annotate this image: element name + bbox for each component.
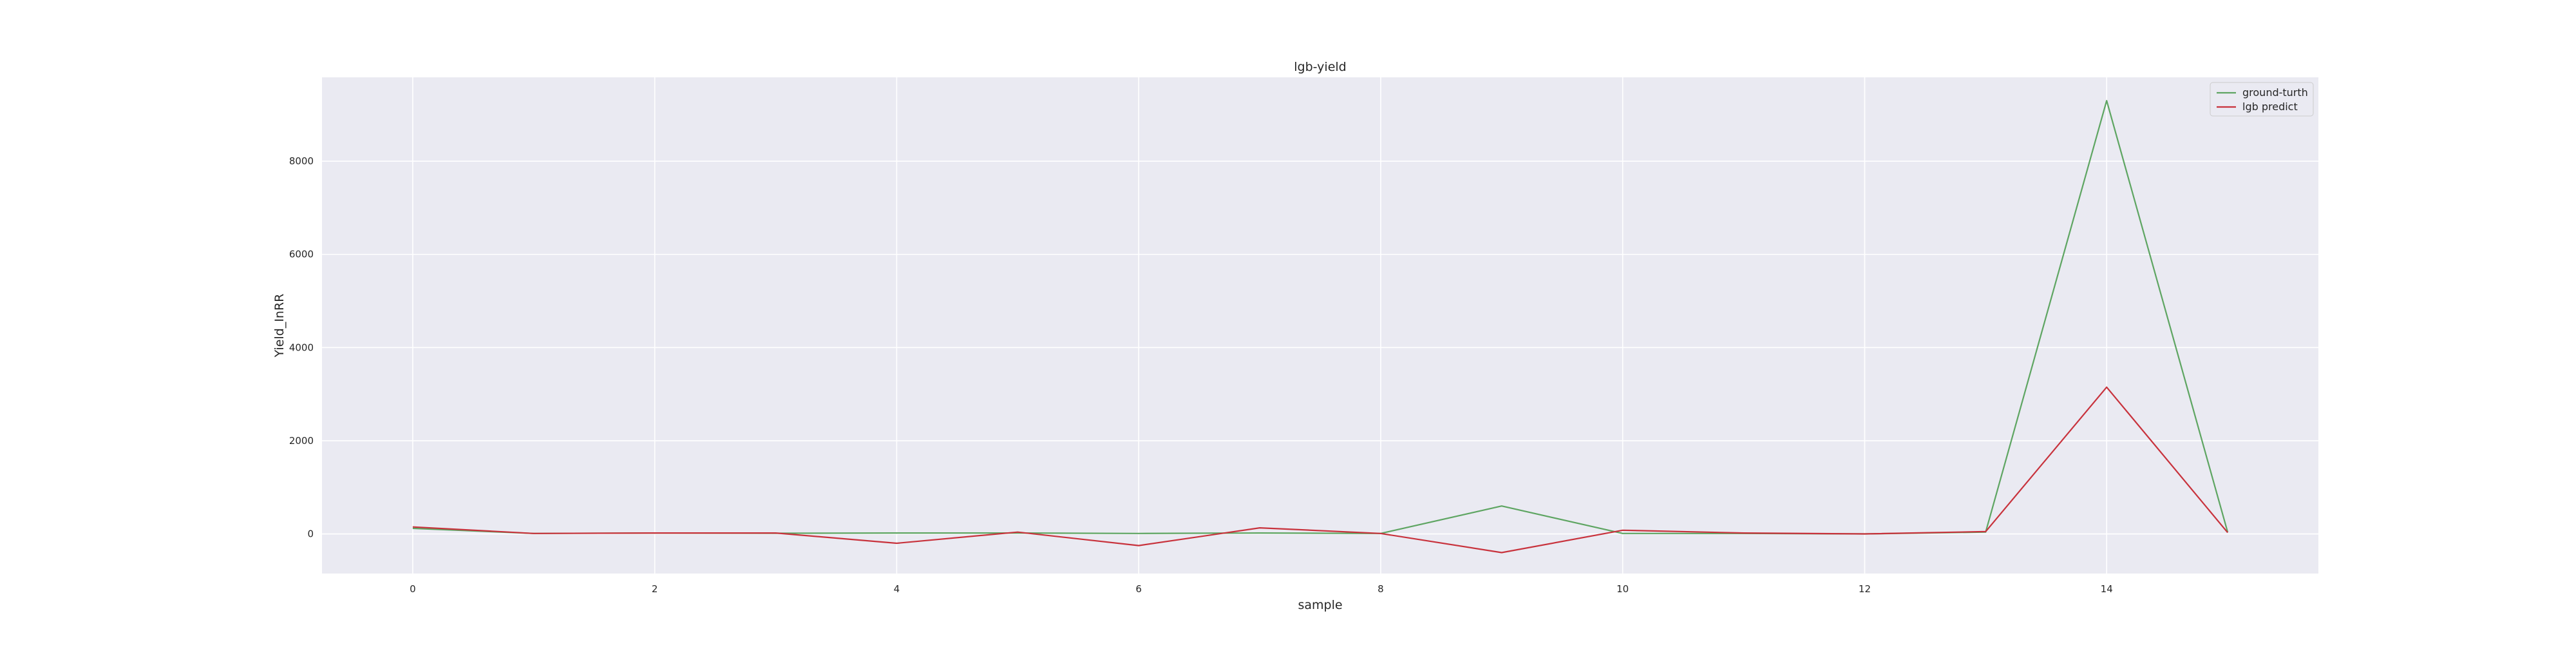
chart-title: lgb-yield: [1294, 60, 1346, 74]
legend-label: ground-turth: [2242, 86, 2308, 99]
series-lines: [412, 100, 2229, 554]
x-tick-label: 12: [1859, 583, 1871, 595]
x-tick-label: 2: [652, 583, 658, 595]
x-axis-title: sample: [1298, 598, 1342, 612]
x-tick-label: 8: [1378, 583, 1384, 595]
tick-labels: 0 2 4 6 8 10 12 14 0 2000 4000 6000 8000: [289, 155, 2113, 595]
plot-area: [322, 77, 2318, 574]
y-tick-label: 8000: [289, 155, 314, 167]
legend-label: lgb predict: [2242, 101, 2298, 113]
x-tick-label: 6: [1135, 583, 1142, 595]
y-axis-title: Yield_InRR: [272, 294, 287, 358]
x-tick-label: 4: [894, 583, 900, 595]
x-tick-label: 14: [2101, 583, 2113, 595]
y-tick-label: 6000: [289, 249, 314, 260]
x-tick-label: 10: [1616, 583, 1629, 595]
legend: ground-turth lgb predict: [2210, 82, 2314, 117]
y-tick-label: 4000: [289, 342, 314, 353]
series-line-lgb-predict: [412, 386, 2228, 554]
x-tick-label: 0: [410, 583, 416, 595]
y-tick-label: 2000: [289, 435, 314, 447]
y-tick-label: 0: [307, 528, 314, 540]
